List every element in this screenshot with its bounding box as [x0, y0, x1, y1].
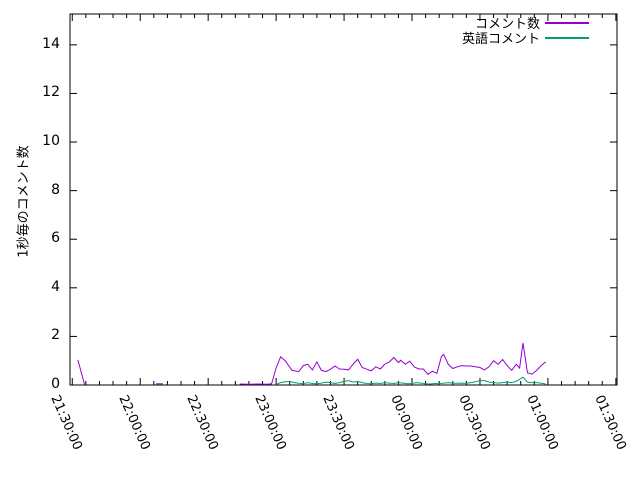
legend-entry-english-comments: 英語コメント [461, 30, 589, 47]
legend-label-comments: コメント数 [474, 17, 540, 32]
plot-border [69, 13, 618, 386]
y-tick-label: 14 [42, 35, 60, 52]
legend-label-english-comments: 英語コメント [461, 32, 540, 47]
y-tick-label: 6 [51, 230, 60, 247]
axis-ticks [70, 14, 617, 386]
y-tick-label: 10 [42, 133, 60, 150]
legend: コメント数 英語コメント [461, 15, 589, 47]
legend-line-sample-english-comments [545, 36, 589, 39]
y-tick-label: 2 [51, 327, 60, 344]
y-tick-label: 4 [51, 278, 60, 295]
legend-entry-comments: コメント数 [462, 15, 589, 32]
series-line-0 [239, 342, 547, 385]
legend-line-sample-comments [545, 21, 589, 24]
series-lines [77, 342, 547, 386]
series-line-0 [77, 359, 86, 386]
y-tick-label: 12 [42, 84, 60, 101]
y-tick-label: 0 [51, 376, 60, 392]
y-tick-label: 8 [51, 181, 60, 198]
series-line-1 [275, 376, 546, 385]
